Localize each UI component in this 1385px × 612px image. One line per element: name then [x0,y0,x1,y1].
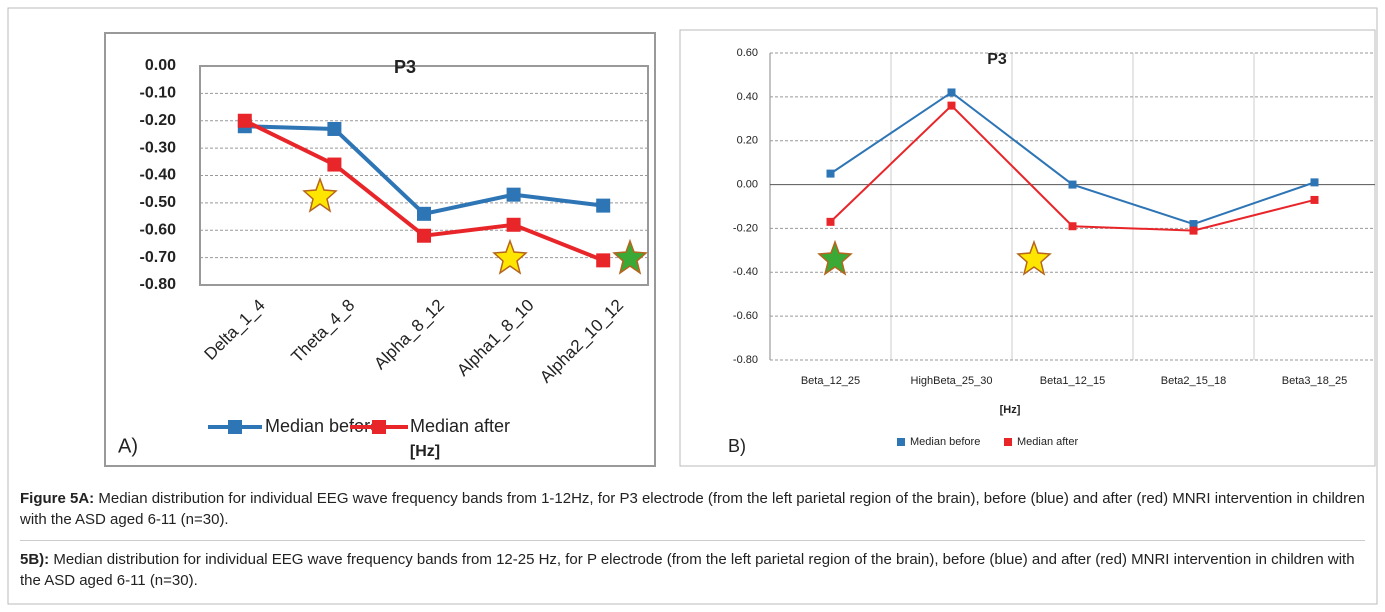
panel-a-frame [104,32,656,467]
marker [596,253,611,268]
marker [1189,220,1198,229]
y-tick-label: -0.60 [733,310,758,322]
marker [1310,178,1319,187]
caption-label: 5B): [20,551,50,568]
legend-marker [1004,438,1012,446]
y-tick-label: -0.60 [140,221,177,238]
y-tick-label: -0.70 [140,249,177,266]
series-line [244,124,604,217]
x-tick-label: Alpha_8_12 [370,296,448,374]
marker [947,88,956,97]
legend-marker [372,420,386,434]
chart-title: P3 [394,57,416,77]
x-axis-label: [Hz] [410,443,440,460]
panel-b-frame [679,29,1376,467]
x-tick-label: HighBeta_25_30 [911,375,993,387]
star [492,238,528,275]
y-tick-label: -0.10 [140,85,177,102]
marker [417,228,431,243]
marker [826,169,835,178]
star [612,238,648,275]
legend-label: Median after [410,416,510,436]
x-tick-label: Delta_1_4 [201,296,269,364]
legend-marker [228,420,242,434]
y-tick-label: -0.30 [140,139,177,156]
marker [1310,195,1319,204]
x-tick-label: Beta2_15_18 [1161,375,1226,387]
y-tick-label: 0.40 [737,91,758,103]
legend-label: Median after [1017,436,1078,448]
x-tick-label: Theta_4_8 [287,296,358,367]
marker [947,101,956,110]
y-tick-label: -0.20 [140,112,177,129]
panel-label: A) [118,435,138,457]
marker [506,187,521,202]
marker [1068,180,1077,189]
y-tick-label: -0.40 [733,266,758,278]
y-tick-label: -0.50 [140,194,177,211]
star [302,176,338,213]
y-tick-label: -0.80 [140,276,177,293]
x-tick-label: Beta1_12_15 [1040,375,1105,387]
x-tick-label: Beta_12_25 [801,375,860,387]
marker [506,217,521,232]
y-tick-label: 0.00 [737,178,758,190]
x-tick-label: Alpha2_10_12 [536,296,627,387]
chart-title: P3 [987,51,1007,68]
marker [327,121,342,136]
y-tick-label: 0.00 [145,57,176,74]
outer-frame [7,7,1378,605]
marker [596,198,611,213]
legend-marker [897,438,905,446]
legend-label: Median before [910,436,980,448]
y-tick-label: 0.60 [737,47,758,59]
marker [1189,226,1198,235]
series-line [829,91,1315,226]
x-axis-label: [Hz] [1000,404,1021,416]
marker [417,206,431,221]
significance-stars [302,176,1052,276]
y-tick-label: -0.80 [733,354,758,366]
star [817,239,853,276]
star [1016,239,1052,276]
caption: Figure 5A: Median distribution for indiv… [20,484,1365,534]
marker [826,217,835,226]
caption: 5B): Median distribution for individual … [20,540,1365,595]
panel-label: B) [728,436,746,456]
caption-text: Median distribution for individual EEG w… [20,490,1365,528]
caption-label: Figure 5A: [20,490,95,507]
x-tick-label: Beta3_18_25 [1282,375,1347,387]
captions: Figure 5A: Median distribution for indiv… [20,484,1365,595]
y-tick-label: -0.20 [733,222,758,234]
marker [327,157,342,172]
y-tick-label: 0.20 [737,135,758,147]
legend-label: Median before [265,416,380,436]
marker [237,113,252,128]
marker [1068,222,1077,231]
caption-text: Median distribution for individual EEG w… [20,551,1355,589]
y-tick-label: -0.40 [140,167,177,184]
x-tick-label: Alpha1_8_10 [453,296,537,380]
